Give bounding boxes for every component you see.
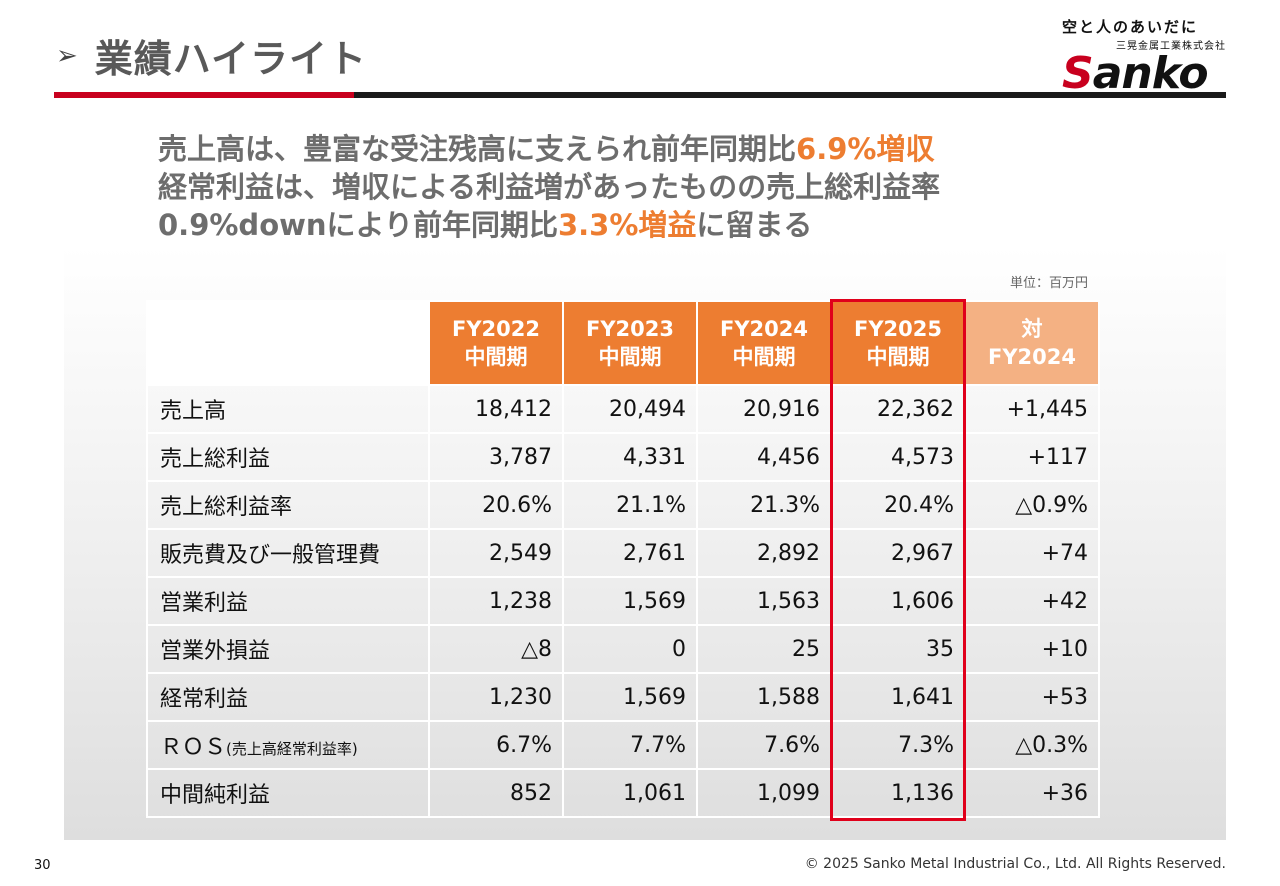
row-label: 営業外損益 (146, 624, 430, 674)
table-cell: 1,563 (696, 576, 832, 626)
column-header-comparison: 対 FY2024 (964, 300, 1100, 386)
row-label: ＲＯＳ(売上高経常利益率) (146, 720, 430, 770)
page-number: 30 (34, 858, 51, 873)
table-cell: 1,588 (696, 672, 832, 722)
table-cell: 20,494 (562, 384, 698, 434)
header-rule-accent (54, 92, 354, 98)
table-cell: 20.4% (830, 480, 966, 530)
table-cell: 2,892 (696, 528, 832, 578)
table-cell: 1,061 (562, 768, 698, 818)
table-header-row: FY2022 中間期 FY2023 中間期 FY2024 中間期 FY2025 中間期 … (146, 300, 1100, 386)
column-header: FY2025 中間期 (830, 300, 966, 386)
table-row: 販売費及び一般管理費 2,549 2,761 2,892 2,967 +74 (146, 528, 1100, 578)
arrow-bullet-icon: ➢ (56, 40, 79, 71)
table-cell: 2,967 (830, 528, 966, 578)
table-cell: +117 (964, 432, 1100, 482)
header-rule (54, 92, 1226, 98)
table-cell: △0.3% (964, 720, 1100, 770)
row-label-note: (売上高経常利益率) (226, 740, 358, 758)
table-cell: +36 (964, 768, 1100, 818)
table-cell: +10 (964, 624, 1100, 674)
table-cell: 4,456 (696, 432, 832, 482)
table-cell: 1,099 (696, 768, 832, 818)
table-row: 経常利益 1,230 1,569 1,588 1,641 +53 (146, 672, 1100, 722)
financial-highlights-table: FY2022 中間期 FY2023 中間期 FY2024 中間期 FY2025 中間期 … (146, 300, 1100, 818)
table-cell: +1,445 (964, 384, 1100, 434)
column-header: FY2023 中間期 (562, 300, 698, 386)
table-row: ＲＯＳ(売上高経常利益率) 6.7% 7.7% 7.6% 7.3% △0.3% (146, 720, 1100, 770)
table-cell: 7.7% (562, 720, 698, 770)
table-cell: 20,916 (696, 384, 832, 434)
table-cell: 22,362 (830, 384, 966, 434)
headline-line-1: 売上高は、豊富な受注残高に支えられ前年同期比6.9%増収 (158, 132, 935, 166)
table-row: 中間純利益 852 1,061 1,099 1,136 +36 (146, 768, 1100, 818)
table-cell: 4,573 (830, 432, 966, 482)
company-logo: 空と人のあいだに 三晃金属工業株式会社 Sanko (1062, 16, 1228, 96)
table-cell: 18,412 (428, 384, 564, 434)
table-row: 営業外損益 △8 0 25 35 +10 (146, 624, 1100, 674)
row-label: 経常利益 (146, 672, 430, 722)
table-cell: 7.6% (696, 720, 832, 770)
table-cell: 1,569 (562, 576, 698, 626)
table-cell: 1,569 (562, 672, 698, 722)
table-cell: +74 (964, 528, 1100, 578)
column-header: FY2022 中間期 (428, 300, 564, 386)
table-cell: 1,230 (428, 672, 564, 722)
page-title-text: 業績ハイライト (94, 37, 368, 81)
table-cell: 1,606 (830, 576, 966, 626)
headline-profit-growth: 3.3%増益 (557, 208, 697, 242)
page-title: ➢ 業績ハイライト (56, 28, 367, 83)
header-corner-cell (146, 300, 430, 386)
table-cell: 6.7% (428, 720, 564, 770)
table-row: 売上高 18,412 20,494 20,916 22,362 +1,445 (146, 384, 1100, 434)
table-cell: +53 (964, 672, 1100, 722)
table-cell: +42 (964, 576, 1100, 626)
headline-sales-growth: 6.9%増収 (796, 132, 935, 166)
table-cell: 3,787 (428, 432, 564, 482)
headline-summary: 売上高は、豊富な受注残高に支えられ前年同期比6.9%増収 経常利益は、増収による… (158, 130, 1158, 244)
table-cell: 21.1% (562, 480, 698, 530)
table-cell: △0.9% (964, 480, 1100, 530)
logo-tagline: 空と人のあいだに (1062, 18, 1199, 36)
table-cell: 20.6% (428, 480, 564, 530)
table-row: 営業利益 1,238 1,569 1,563 1,606 +42 (146, 576, 1100, 626)
row-label: 売上総利益 (146, 432, 430, 482)
table-cell: 852 (428, 768, 564, 818)
column-header: FY2024 中間期 (696, 300, 832, 386)
table-cell: 0 (562, 624, 698, 674)
table-cell: 1,136 (830, 768, 966, 818)
table-cell: △8 (428, 624, 564, 674)
row-label: 営業利益 (146, 576, 430, 626)
row-label: 売上高 (146, 384, 430, 434)
table-cell: 2,549 (428, 528, 564, 578)
headline-line-3: 0.9%downにより前年同期比3.3%増益に留まる (158, 208, 813, 242)
row-label: 売上総利益率 (146, 480, 430, 530)
unit-label: 単位：百万円 (1010, 276, 1089, 291)
table-cell: 7.3% (830, 720, 966, 770)
row-label: 販売費及び一般管理費 (146, 528, 430, 578)
logo-company-name: 三晃金属工業株式会社 (1116, 41, 1226, 52)
copyright-notice: © 2025 Sanko Metal Industrial Co., Ltd. … (804, 856, 1226, 872)
table-cell: 21.3% (696, 480, 832, 530)
table-cell: 4,331 (562, 432, 698, 482)
logo-wordmark: Sanko (1062, 48, 1209, 99)
headline-line-2: 経常利益は、増収による利益増があったものの売上総利益率 (158, 170, 941, 204)
table-cell: 2,761 (562, 528, 698, 578)
table-row: 売上総利益率 20.6% 21.1% 21.3% 20.4% △0.9% (146, 480, 1100, 530)
row-label: 中間純利益 (146, 768, 430, 818)
table-row: 売上総利益 3,787 4,331 4,456 4,573 +117 (146, 432, 1100, 482)
table-cell: 1,641 (830, 672, 966, 722)
table-cell: 35 (830, 624, 966, 674)
table-cell: 1,238 (428, 576, 564, 626)
table-cell: 25 (696, 624, 832, 674)
